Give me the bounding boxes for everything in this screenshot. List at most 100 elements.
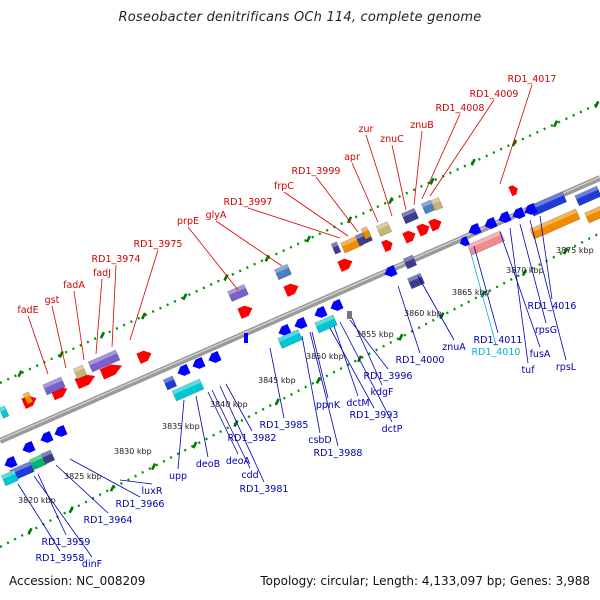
upper-tick-mark [99,331,106,339]
accession-text: Accession: NC_008209 [9,574,146,588]
lower-tick-mark [521,269,528,277]
feature-block-body [420,199,436,215]
gene-label-forward: znuC [380,134,404,145]
leader-line [195,395,209,458]
scale-label: 3855 kbp [356,330,394,339]
reverse-arrow-shape [4,456,18,468]
feature-block [87,349,121,373]
reverse-arrow [40,431,54,443]
gene-label-reverse: dinF [82,559,102,570]
gene-label-reverse: RD1_3985 [260,420,309,431]
reverse-arrow [294,317,308,329]
lower-tick-mark [150,463,157,471]
feature-block-body [72,364,88,380]
feature-block-body [330,241,342,255]
feature-block-shine [0,405,7,412]
feature-block [420,199,436,215]
genome-backbone-highlight [0,176,600,441]
lower-tick-mark [27,527,33,535]
leader-line [283,191,349,237]
feature-block-body [574,185,600,207]
reverse-arrow [4,456,18,468]
feature-block-shine [172,378,202,395]
upper-tick-mark [594,100,600,109]
gene-label-reverse: RD1_3982 [228,433,277,444]
gene-label-forward: RD1_4009 [470,89,519,100]
forward-arrow-shape [283,283,299,297]
upper-tick-mark [511,139,518,147]
reverse-arrow [192,357,206,369]
leader-line [17,483,61,552]
feature-block-shine [574,186,599,200]
feature-block-shine [42,376,63,389]
scale-label: 3830 kbp [114,447,152,456]
forward-arrow [283,283,299,297]
gene-label-reverse: RD1_3996 [364,371,413,382]
reverse-arrow [177,364,191,376]
leader-line [27,315,49,375]
gene-label-reverse: kdgF [370,387,393,398]
gene-label-reverse: luxR [142,486,163,497]
feature-block-shine [331,241,339,248]
gene-label-reverse: RD1_4000 [396,355,445,366]
gene-label-reverse: RD1_4016 [528,301,577,312]
leader-line [187,226,239,291]
gene-label-reverse: cdd [241,470,258,481]
leader-line [519,223,547,324]
feature-block-shine [401,208,416,218]
gene-label-reverse: RD1_3964 [84,515,133,526]
forward-arrow [416,223,430,237]
leader-line [219,385,265,483]
reverse-arrow [330,299,344,311]
feature-block [466,230,506,256]
leader-line [473,245,499,334]
leader-line [397,285,421,354]
gene-label-forward: RD1_3974 [92,254,141,265]
forward-arrow [381,239,393,253]
reverse-arrow-shape [278,324,292,336]
leader-line [421,113,461,200]
reverse-arrow-shape [192,357,206,369]
gene-label-reverse: RD1_3981 [240,484,289,495]
reverse-arrow-shape [40,431,54,443]
feature-block-body [400,207,420,225]
leader-line [73,290,85,361]
gene-label-forward: RD1_4008 [436,103,485,114]
scale-label: 3865 kbp [452,288,490,297]
feature-block-body [430,196,444,212]
forward-arrow-shape [428,218,442,232]
gene-label-forward: fadE [17,305,38,316]
feature-block-shine [431,197,441,205]
feature-block [375,221,393,237]
forward-arrow [337,258,353,272]
feature-block-shine [376,221,389,230]
feature-tracks [0,185,600,487]
feature-block-shine [467,230,502,249]
leader-line [539,215,553,300]
gene-label-reverse: rpsL [556,362,577,373]
lower-tick-mark [192,441,198,449]
forward-arrow [428,218,442,232]
scale-label: 3840 kbp [210,400,248,409]
forward-arrow [508,185,518,197]
small-feature [347,311,352,319]
genome-summary-text: Topology: circular; Length: 4,133,097 bp… [260,574,590,588]
forward-arrow [74,374,96,390]
feature-block-body [227,283,249,303]
feature-block-body [314,314,338,334]
reverse-arrow [498,211,512,223]
gene-label-reverse: RD1_4011 [474,335,523,346]
leader-line [499,231,541,348]
lower-tick-mark [274,398,280,406]
leader-line [309,331,339,447]
feature-block-body [0,405,10,419]
lower-tick-mark [315,376,322,384]
reverse-arrow-shape [208,351,222,363]
feature-block-shine [227,284,246,296]
gene-label-reverse: fusA [530,349,551,360]
leader-line [95,278,103,355]
reverse-arrow [22,441,36,453]
gene-label-reverse: znuA [442,342,466,353]
reverse-arrow-shape [468,223,482,235]
